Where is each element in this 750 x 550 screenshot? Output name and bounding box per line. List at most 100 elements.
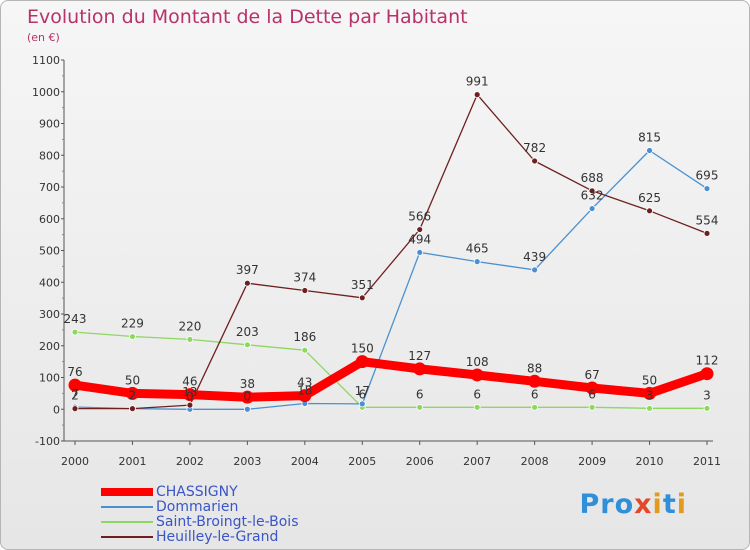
x-tick-label: 2000 (61, 455, 89, 468)
series-line-0 (70, 357, 712, 402)
data-point (703, 404, 711, 412)
data-label: 991 (466, 75, 489, 89)
data-label: 6 (531, 387, 539, 401)
data-label: 112 (696, 354, 719, 368)
data-label: 150 (351, 342, 374, 356)
data-label: 0 (244, 389, 252, 403)
data-label: 3 (703, 388, 711, 402)
data-label: 46 (182, 375, 197, 389)
data-point (531, 157, 539, 165)
data-label: 3 (646, 388, 654, 402)
data-point (358, 400, 366, 408)
data-point (531, 403, 539, 411)
data-point (243, 341, 251, 349)
y-tick-label: 900 (39, 118, 60, 131)
data-label: 554 (696, 213, 719, 227)
data-point (588, 403, 596, 411)
data-label: 50 (125, 373, 140, 387)
x-tick-label: 2006 (406, 455, 434, 468)
x-tick-label: 2011 (693, 455, 721, 468)
data-label: 127 (408, 349, 431, 363)
legend-swatch-saint-broingt (101, 521, 153, 523)
data-label: 6 (358, 387, 366, 401)
data-label: 6 (588, 387, 596, 401)
data-point (68, 378, 82, 392)
data-label: 67 (584, 368, 599, 382)
y-tick-label: 200 (39, 340, 60, 353)
data-point (473, 91, 481, 99)
data-label: 566 (408, 210, 431, 224)
data-point (528, 374, 542, 388)
data-point (125, 386, 139, 400)
data-label: 76 (67, 365, 82, 379)
legend-swatch-dommarien (101, 506, 153, 508)
data-point (646, 207, 653, 215)
data-point (186, 401, 194, 409)
data-label: 2 (129, 389, 137, 403)
data-label: 397 (236, 263, 259, 277)
y-tick-label: 700 (39, 181, 60, 194)
data-label: 625 (638, 191, 661, 205)
data-point (298, 389, 312, 403)
data-point (413, 362, 427, 376)
data-point (71, 405, 79, 413)
data-label: 439 (523, 250, 546, 264)
series-line-1 (74, 149, 708, 410)
y-tick-label: 800 (39, 149, 60, 162)
data-label: 88 (527, 361, 542, 375)
data-point (646, 404, 653, 412)
data-label: 38 (240, 377, 255, 391)
data-point (703, 229, 711, 237)
data-point (643, 386, 657, 400)
proxiti-logo: Proxiti (579, 489, 687, 520)
chart-subtitle: (en €) (27, 31, 60, 44)
data-point (243, 405, 251, 413)
data-point (355, 355, 369, 369)
data-label: 17 (355, 384, 370, 398)
data-point (301, 346, 309, 354)
data-label: 688 (581, 171, 604, 185)
data-point (186, 335, 194, 343)
x-tick-label: 2003 (233, 455, 261, 468)
data-label: 6 (473, 387, 481, 401)
data-label: 13 (182, 385, 197, 399)
y-tick-label: 400 (39, 276, 60, 289)
data-point (473, 258, 481, 266)
x-tick-label: 2009 (578, 455, 606, 468)
series-line-3 (74, 93, 708, 410)
data-label: 465 (466, 242, 489, 256)
y-tick-label: 1000 (32, 86, 60, 99)
data-label: 229 (121, 317, 144, 331)
data-label: 351 (351, 278, 374, 292)
data-label: 108 (466, 355, 489, 369)
x-tick-label: 2007 (463, 455, 491, 468)
x-tick-label: 2005 (348, 455, 376, 468)
data-point (71, 328, 79, 336)
data-point (243, 279, 251, 287)
data-point (531, 266, 539, 274)
legend-swatch-chassigny (101, 488, 153, 496)
data-label: 632 (581, 189, 604, 203)
data-point (703, 185, 711, 192)
y-tick-label: 1100 (32, 54, 60, 67)
data-label: 220 (178, 319, 201, 333)
y-tick-label: 600 (39, 213, 60, 226)
data-point (129, 333, 136, 340)
data-label: 43 (297, 376, 312, 390)
data-label: 2 (129, 389, 137, 403)
data-label: 6 (416, 387, 424, 401)
data-point (470, 368, 484, 382)
legend-swatch-heuilley (101, 536, 153, 538)
y-tick-label: 300 (39, 308, 60, 321)
y-tick-label: -100 (35, 435, 60, 448)
y-tick-label: 500 (39, 245, 60, 258)
data-point (416, 249, 424, 256)
data-label: 7 (71, 387, 79, 401)
legend-label: Heuilley-le-Grand (156, 529, 279, 545)
data-label: 18 (297, 384, 312, 398)
y-tick-label: 0 (53, 403, 60, 416)
data-point (301, 287, 309, 294)
data-label: 50 (642, 373, 657, 387)
